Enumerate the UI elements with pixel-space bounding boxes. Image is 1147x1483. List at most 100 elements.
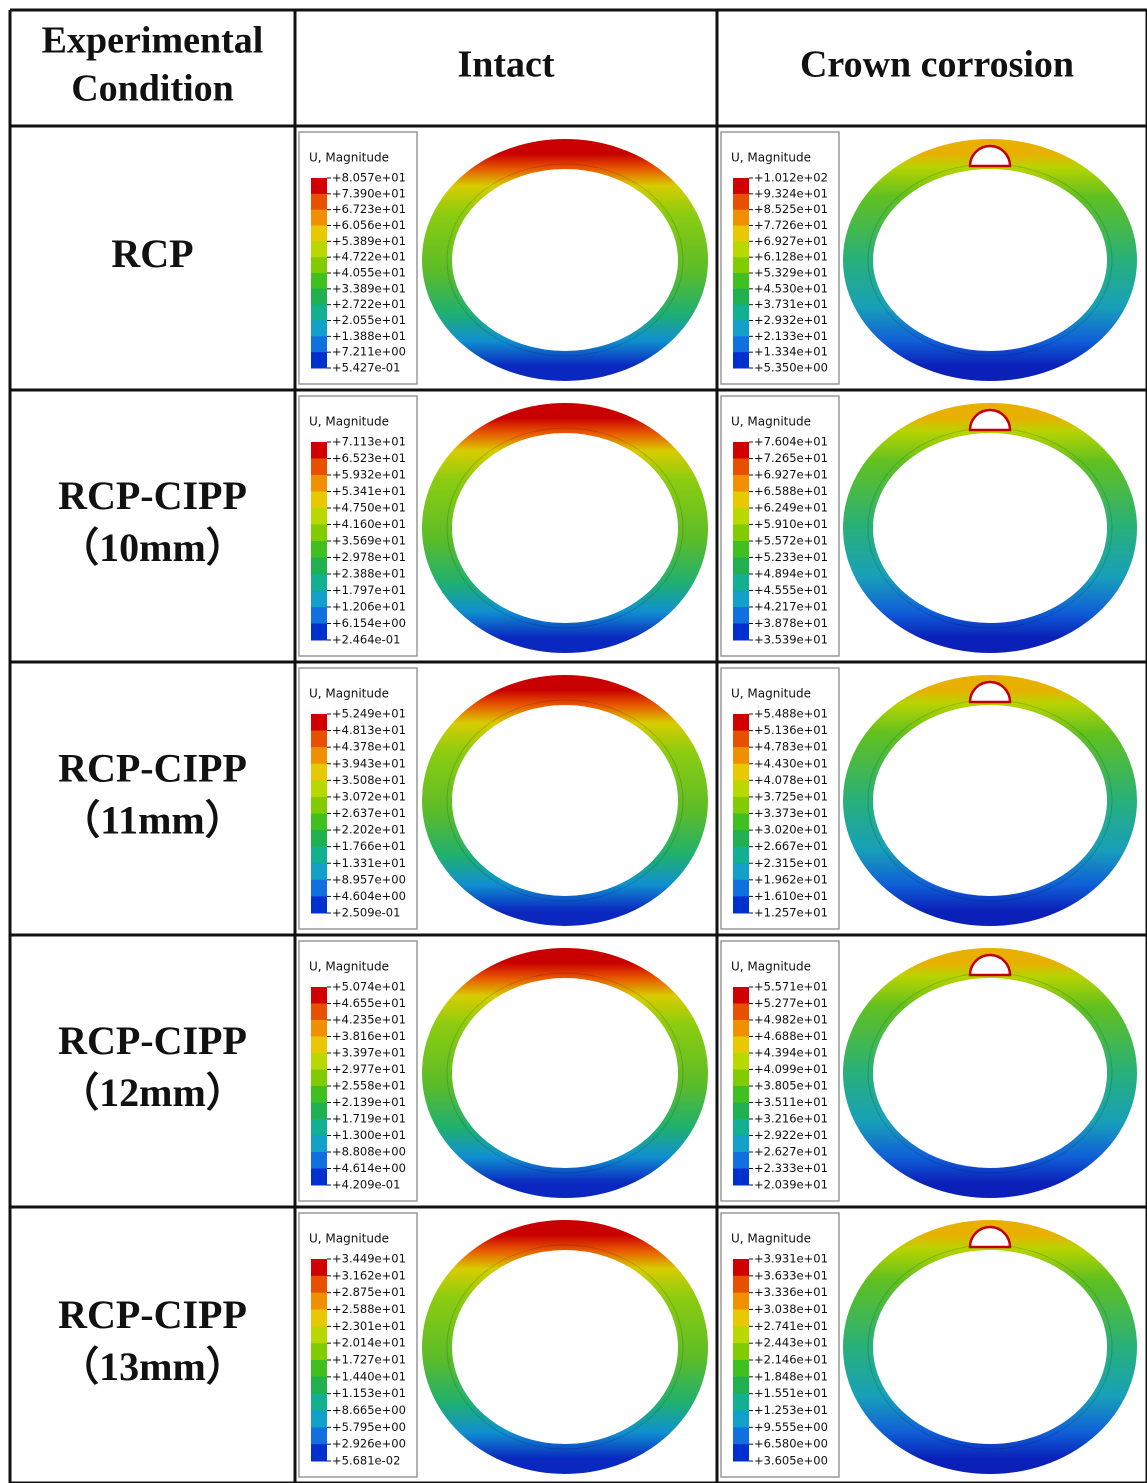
contour-ring [437, 963, 693, 1183]
legend-value: +2.443e+01 [754, 1336, 828, 1350]
color-band [311, 1070, 327, 1087]
legend-value: +6.580e+00 [754, 1437, 828, 1451]
color-band [733, 1411, 749, 1428]
legend-value: +6.927e+01 [754, 468, 828, 482]
legend-value: +4.209e-01 [332, 1178, 400, 1192]
legend-value: +2.039e+01 [754, 1178, 828, 1192]
legend-value: +6.154e+00 [332, 616, 406, 630]
legend-value: +3.878e+01 [754, 616, 828, 630]
color-band [733, 1394, 749, 1411]
legend-value: +8.808e+00 [332, 1145, 406, 1159]
legend-value: +4.604e+00 [332, 889, 406, 903]
contour-ring [437, 418, 693, 638]
color-band [733, 289, 749, 305]
legend-value: +5.249e+01 [332, 707, 406, 721]
legend-value: +4.722e+01 [332, 250, 406, 264]
color-band [733, 1293, 749, 1310]
color-band [733, 525, 749, 542]
legend-value: +1.551e+01 [754, 1386, 828, 1400]
color-band [311, 226, 327, 242]
color-band [733, 1136, 749, 1153]
legend: U, Magnitude+1.012e+02+9.324e+01+8.525e+… [721, 132, 839, 384]
color-band [311, 780, 327, 797]
color-band [733, 880, 749, 897]
legend-value: +2.202e+01 [332, 823, 406, 837]
color-band [311, 541, 327, 558]
legend-value: +1.206e+01 [332, 600, 406, 614]
legend-value: +5.136e+01 [754, 723, 828, 737]
legend-value: +2.977e+01 [332, 1062, 406, 1076]
legend-value: +1.300e+01 [332, 1128, 406, 1142]
row-label: （13mm） [59, 1344, 246, 1389]
color-band [311, 747, 327, 764]
legend-value: +3.449e+01 [332, 1252, 406, 1266]
color-band [733, 1037, 749, 1054]
color-band [311, 321, 327, 337]
color-band [733, 1070, 749, 1087]
row-label: RCP-CIPP [58, 473, 247, 518]
color-band [733, 1053, 749, 1070]
color-band [733, 1444, 749, 1461]
color-band [311, 492, 327, 509]
row-label: RCP-CIPP [58, 1018, 247, 1063]
color-band [733, 1086, 749, 1103]
legend-value: +1.727e+01 [332, 1353, 406, 1367]
legend-value: +2.014e+01 [332, 1336, 406, 1350]
color-band [311, 1136, 327, 1153]
color-band [733, 194, 749, 210]
color-band [733, 1427, 749, 1444]
legend-value: +6.523e+01 [332, 451, 406, 465]
legend-value: +5.795e+00 [332, 1420, 406, 1434]
legend-value: +2.741e+01 [754, 1319, 828, 1333]
color-band [311, 1427, 327, 1444]
color-band [311, 764, 327, 781]
legend-value: +2.932e+01 [754, 313, 828, 327]
legend-title: U, Magnitude [309, 960, 389, 974]
color-band [311, 714, 327, 731]
color-band [311, 830, 327, 847]
legend-value: +1.334e+01 [754, 345, 828, 359]
color-band [733, 352, 749, 368]
legend-value: +3.397e+01 [332, 1046, 406, 1060]
legend-value: +6.249e+01 [754, 501, 828, 515]
legend-value: +3.633e+01 [754, 1268, 828, 1282]
color-band [311, 1004, 327, 1021]
legend-value: +4.614e+00 [332, 1161, 406, 1175]
color-band [311, 257, 327, 273]
legend: U, Magnitude+5.571e+01+5.277e+01+4.982e+… [721, 941, 839, 1201]
legend-title: U, Magnitude [309, 1232, 389, 1246]
legend-value: +8.525e+01 [754, 202, 828, 216]
legend-value: +7.390e+01 [332, 186, 406, 200]
legend-value: +2.509e-01 [332, 906, 400, 920]
color-band [733, 210, 749, 226]
legend-value: +1.797e+01 [332, 583, 406, 597]
color-band [311, 558, 327, 575]
contour-ring [858, 682, 1122, 911]
color-band [311, 797, 327, 814]
legend-value: +2.637e+01 [332, 806, 406, 820]
legend: U, Magnitude+8.057e+01+7.390e+01+6.723e+… [299, 132, 417, 384]
color-band [733, 1360, 749, 1377]
color-band [733, 226, 749, 242]
color-band [733, 321, 749, 337]
color-band [733, 459, 749, 476]
legend-title: U, Magnitude [731, 151, 811, 165]
legend-value: +5.350e+00 [754, 361, 828, 375]
legend-title: U, Magnitude [731, 960, 811, 974]
legend-value: +2.875e+01 [332, 1285, 406, 1299]
color-band [311, 1020, 327, 1037]
legend-value: +4.655e+01 [332, 996, 406, 1010]
legend-value: +3.931e+01 [754, 1252, 828, 1266]
color-band [311, 273, 327, 289]
legend-value: +4.078e+01 [754, 773, 828, 787]
legend-value: +2.922e+01 [754, 1128, 828, 1142]
contour-ring [858, 955, 1122, 1183]
color-band [311, 591, 327, 608]
contour-ring [858, 1227, 1122, 1459]
legend: U, Magnitude+5.488e+01+5.136e+01+4.783e+… [721, 668, 839, 929]
color-band [733, 747, 749, 764]
color-band [733, 847, 749, 864]
color-band [311, 210, 327, 226]
row-label: （10mm） [59, 525, 246, 570]
legend-value: +2.146e+01 [754, 1353, 828, 1367]
